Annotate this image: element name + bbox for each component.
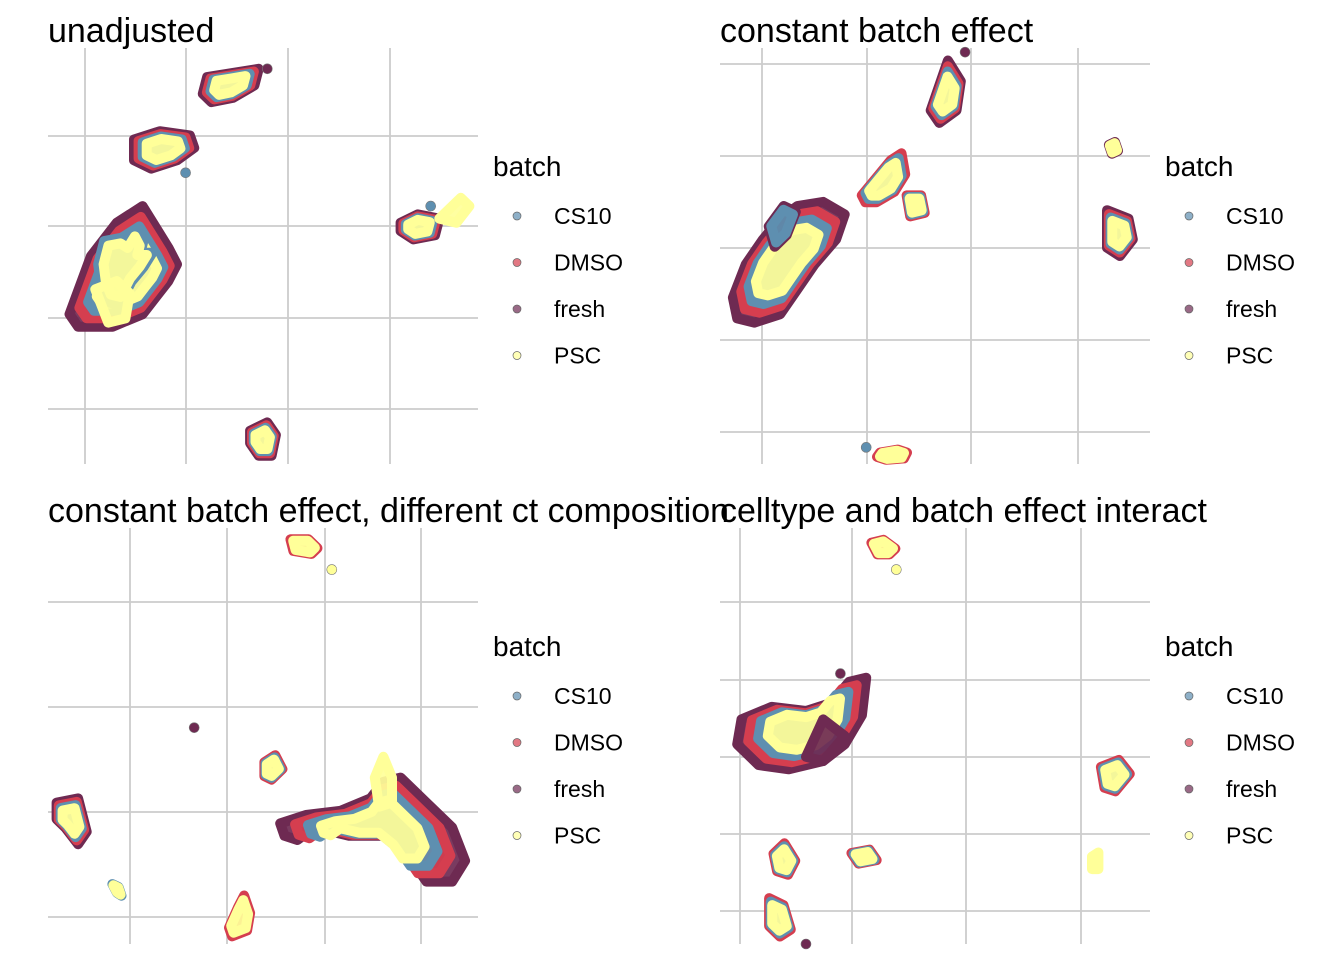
legend-label-PSC: PSC [1226,823,1273,849]
legend-key-CS10 [512,691,522,701]
panel-3-grid [48,528,478,944]
legend-key-DMSO [512,738,522,747]
legend-key-fresh [1184,304,1194,314]
legend-key-fresh [512,784,522,794]
panel-2-points [727,46,1138,465]
cluster-PSC [141,134,186,165]
cluster-PSC [1100,760,1130,792]
panel-2-grid [720,48,1150,464]
legend-title: batch [493,631,562,662]
legend-title: batch [1165,151,1234,182]
legend-title: batch [1165,631,1234,662]
cluster-PSC [850,847,878,867]
legend: batch CS10 DMSO fresh PSC [493,631,623,849]
cluster-PSC [434,192,475,228]
legend-label-CS10: CS10 [554,683,612,709]
cluster-PSC [250,425,275,454]
legend: batch CS10 DMSO fresh PSC [1165,631,1295,849]
point-fresh [835,668,846,679]
legend-label-fresh: fresh [554,776,605,802]
legend-label-CS10: CS10 [1226,203,1284,229]
cluster-PSC [403,214,435,239]
cluster-PSC [261,754,284,781]
panel-3-title: constant batch effect, different ct comp… [48,492,729,530]
legend-key-PSC [512,351,522,360]
cluster-PSC [932,71,960,117]
panel-2-title: constant batch effect [720,12,1034,50]
point-fresh [261,63,273,75]
point-CS10 [180,167,191,179]
legend-key-fresh [1184,784,1194,794]
legend-label-DMSO: DMSO [1226,250,1295,276]
cluster-PSC [90,276,135,328]
point-PSC [890,564,902,575]
panel-1-points [64,63,475,461]
cluster-PSC [288,535,320,558]
legend-title: batch [493,151,562,182]
point-CS10 [425,200,437,212]
legend-label-DMSO: DMSO [1226,730,1295,756]
legend-label-DMSO: DMSO [554,730,623,756]
point-fresh [188,722,200,733]
panel-3-points [51,534,471,942]
cluster-PSC [904,193,927,218]
cluster-PSC [875,445,909,464]
cluster-PSC [57,803,85,839]
cluster-PSC [1107,215,1132,252]
legend-label-PSC: PSC [554,823,601,849]
cluster-CS10 [766,204,798,248]
legend-label-CS10: CS10 [554,203,612,229]
cluster-fresh [801,714,850,766]
legend-label-DMSO: DMSO [554,250,623,276]
legend-key-CS10 [512,211,522,221]
panel-4-title: celltype and batch effect interact [720,492,1208,530]
legend-key-CS10 [1184,691,1194,701]
legend-label-CS10: CS10 [1226,683,1284,709]
legend-label-fresh: fresh [554,296,605,322]
legend-label-fresh: fresh [1226,296,1277,322]
legend-key-CS10 [1184,211,1194,221]
legend: batch CS10 DMSO fresh PSC [493,151,623,369]
cluster-PSC [864,157,904,201]
legend-key-DMSO [1184,258,1194,267]
point-fresh [800,938,812,950]
panel-1-title: unadjusted [48,12,214,50]
point-PSC [326,564,338,575]
panel-4-points [732,534,1135,950]
cluster-PSC [767,900,792,936]
cluster-PSC [316,795,430,864]
legend-key-DMSO [1184,738,1194,747]
legend-key-PSC [512,831,522,840]
cluster-PSC [108,880,126,900]
legend: batch CS10 DMSO fresh PSC [1165,151,1295,369]
legend-key-PSC [1184,351,1194,360]
cluster-PSC [209,71,251,100]
legend-label-fresh: fresh [1226,776,1277,802]
legend-label-PSC: PSC [1226,343,1273,369]
point-fresh [959,46,971,58]
point-CS10 [860,442,872,453]
cluster-PSC [868,536,898,559]
legend-key-PSC [1184,831,1194,840]
legend-key-DMSO [512,258,522,267]
cluster-PSC [1104,138,1123,158]
cluster-PSC [771,844,797,876]
legend-key-fresh [512,304,522,314]
legend-label-PSC: PSC [554,343,601,369]
cluster-PSC [226,895,254,938]
cluster-PSC [369,751,397,812]
cluster-PSC [1087,847,1104,875]
